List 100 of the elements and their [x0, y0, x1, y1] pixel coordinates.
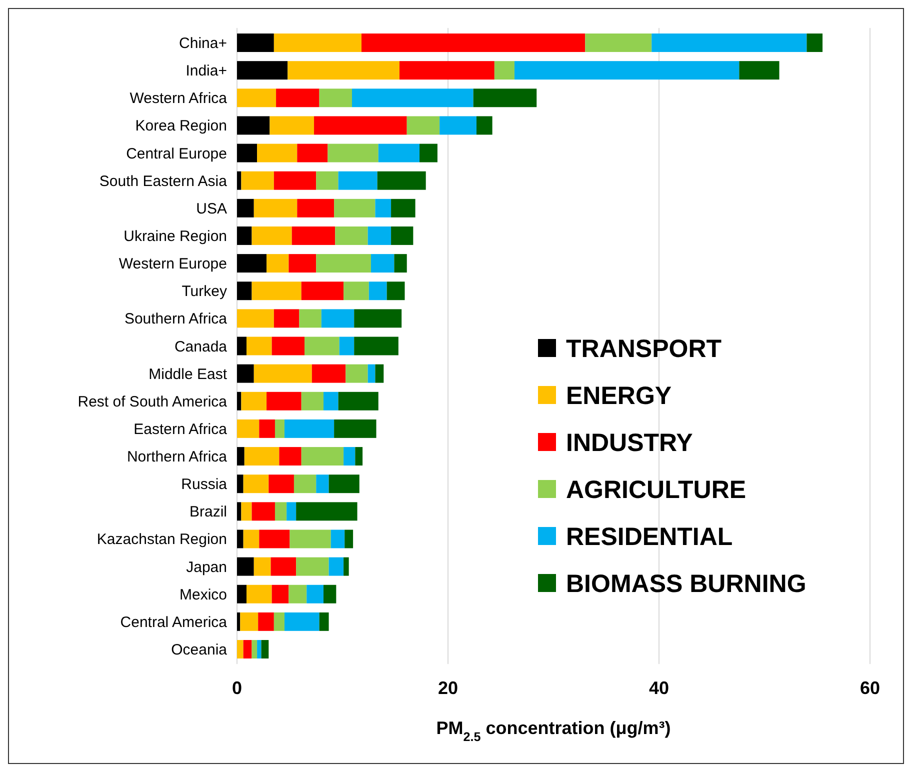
- y-tick-label: Rest of South America: [78, 393, 228, 410]
- legend-label: AGRICULTURE: [566, 476, 746, 504]
- bar: [319, 88, 352, 108]
- x-tick-label: 0: [232, 678, 242, 698]
- bar: [243, 530, 260, 548]
- bar: [344, 282, 369, 300]
- bar: [391, 226, 414, 245]
- bar: [240, 612, 258, 631]
- bar: [739, 61, 780, 80]
- bar: [259, 419, 275, 438]
- bar: [391, 198, 416, 218]
- bar: [316, 171, 338, 190]
- y-tick-label: Western Europe: [118, 256, 227, 273]
- bar: [279, 447, 302, 466]
- bar: [237, 336, 246, 356]
- bar: [274, 171, 316, 190]
- bar: [314, 116, 407, 135]
- y-tick-label: Kazachstan Region: [96, 531, 227, 548]
- bar: [406, 116, 440, 135]
- bar: [328, 474, 360, 494]
- bar: [266, 392, 302, 410]
- bar: [288, 61, 400, 80]
- bar: [306, 584, 324, 604]
- bar: [286, 502, 296, 521]
- bar: [344, 557, 349, 576]
- bar: [237, 226, 252, 245]
- bar: [237, 640, 244, 658]
- y-tick-label: Central America: [120, 614, 228, 631]
- bar: [440, 116, 476, 135]
- bar: [252, 640, 258, 658]
- bar: [328, 144, 378, 162]
- y-tick-label: India+: [186, 62, 228, 80]
- bar: [276, 88, 320, 108]
- bar: [237, 364, 254, 383]
- bar: [259, 530, 290, 548]
- bar: [346, 364, 368, 383]
- y-tick-label: Northern Africa: [126, 448, 228, 466]
- legend-label: BIOMASS BURNING: [566, 570, 806, 598]
- bar: [514, 61, 740, 80]
- bar: [237, 502, 242, 521]
- bar: [585, 34, 652, 52]
- bar: [473, 88, 537, 108]
- bar: [246, 584, 272, 604]
- bar: [294, 474, 316, 494]
- y-tick-label: Turkey: [182, 283, 228, 300]
- bar: [297, 144, 328, 162]
- bar: [241, 171, 274, 190]
- bar: [344, 447, 356, 466]
- bar: [272, 336, 305, 356]
- bar: [324, 584, 336, 604]
- bar: [394, 254, 407, 273]
- bar: [237, 447, 244, 466]
- bar: [292, 226, 336, 245]
- bar: [420, 144, 438, 162]
- bar: [258, 612, 274, 631]
- bar: [270, 557, 296, 576]
- bar: [338, 171, 378, 190]
- bar: [299, 309, 322, 328]
- bar: [237, 61, 288, 80]
- bar: [243, 640, 252, 658]
- legend-label: TRANSPORT: [566, 334, 722, 363]
- y-tick-label: South Eastern Asia: [99, 172, 228, 190]
- y-tick-label: China+: [179, 35, 228, 52]
- bar: [296, 557, 329, 576]
- bar: [338, 392, 378, 410]
- bar: [378, 144, 420, 162]
- bar: [335, 226, 368, 245]
- bar: [288, 584, 307, 604]
- y-tick-label: Southern Africa: [124, 310, 228, 328]
- y-tick-label: Oceania: [171, 642, 228, 658]
- bar: [237, 530, 244, 548]
- bar: [268, 474, 294, 494]
- bar: [274, 612, 284, 631]
- bar: [272, 584, 289, 604]
- bar: [237, 419, 260, 438]
- y-tick-label: Middle East: [148, 366, 228, 383]
- bar: [330, 530, 345, 548]
- bar: [237, 198, 254, 218]
- bar: [237, 34, 274, 52]
- bar: [252, 226, 292, 245]
- bar: [354, 336, 398, 356]
- bar: [237, 171, 242, 190]
- bar: [252, 282, 302, 300]
- bar: [368, 364, 376, 383]
- y-tick-label: Brazil: [189, 504, 227, 521]
- bar: [476, 116, 492, 135]
- bar: [288, 254, 316, 273]
- bar: [246, 336, 272, 356]
- bar: [375, 364, 384, 383]
- y-tick-label: Central Europe: [126, 145, 227, 162]
- bar: [270, 116, 314, 135]
- bar: [254, 557, 271, 576]
- bar: [494, 61, 514, 80]
- bar: [241, 502, 252, 521]
- bar: [297, 198, 334, 218]
- bar: [316, 474, 329, 494]
- x-axis-title: PM$_{2.5}$ concentration (μg/m³): [436, 718, 671, 744]
- y-tick-label: Russia: [181, 476, 228, 494]
- bar: [237, 557, 254, 576]
- bar: [274, 419, 284, 438]
